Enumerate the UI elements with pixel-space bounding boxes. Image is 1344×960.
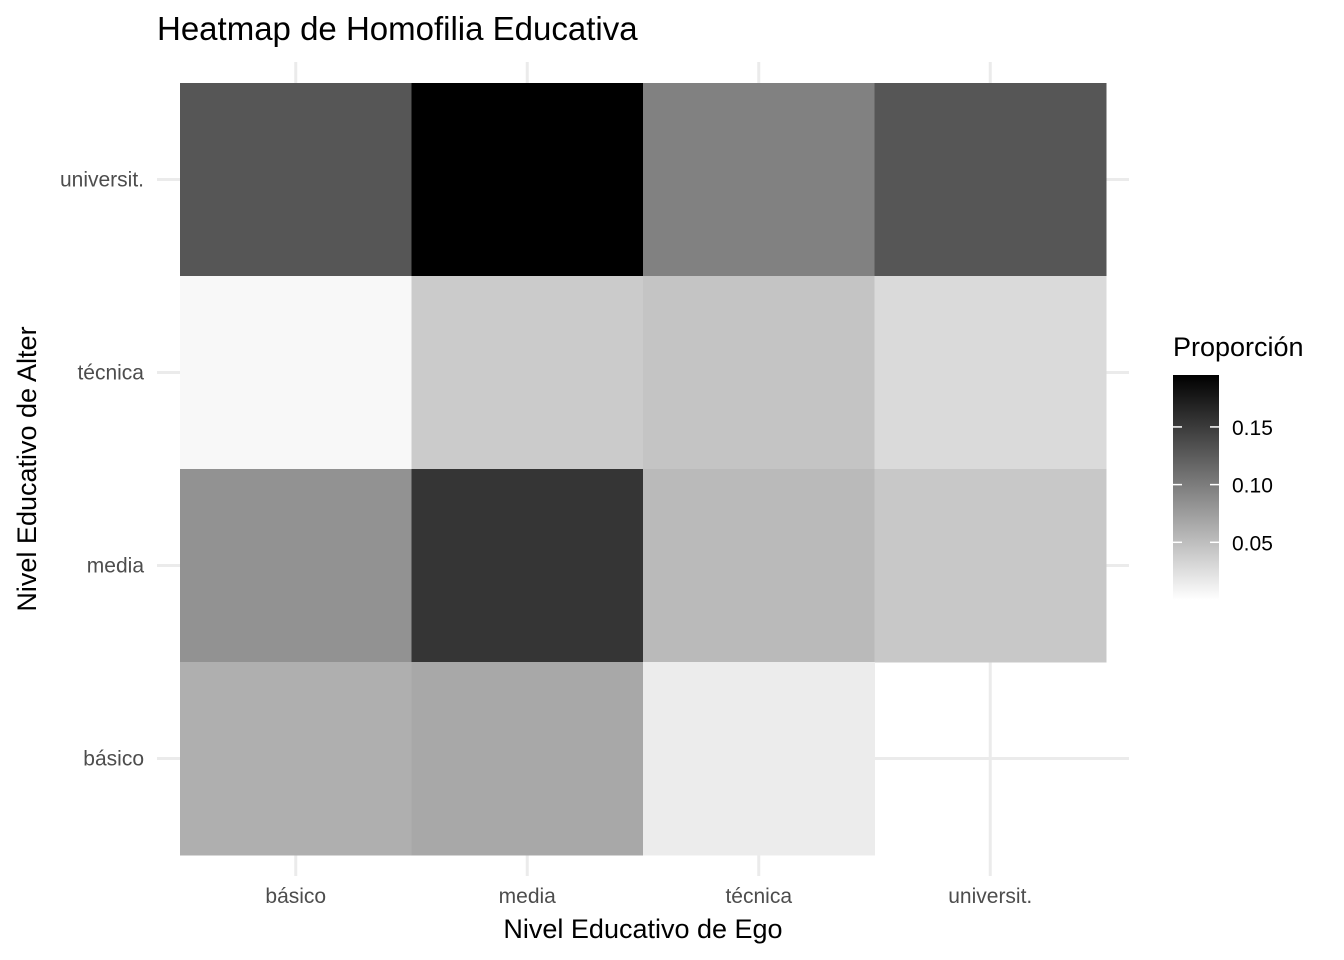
heatmap-cell xyxy=(411,83,644,277)
y-tick-label: media xyxy=(87,555,145,578)
x-axis-title: Nivel Educativo de Ego xyxy=(503,914,782,944)
y-tick-label: universit. xyxy=(60,169,144,192)
legend-tick-label: 0.15 xyxy=(1232,417,1273,440)
chart-title: Heatmap de Homofilia Educativa xyxy=(157,10,638,47)
heatmap-cell xyxy=(643,276,875,470)
heatmap-cells xyxy=(180,83,1107,856)
heatmap-cell xyxy=(643,469,875,663)
legend-ticks: 0.05 0.10 0.15 xyxy=(1173,417,1273,555)
heatmap-cell xyxy=(411,276,644,470)
heatmap-cell xyxy=(180,469,412,663)
x-tick-label: básico xyxy=(265,885,326,908)
y-axis-ticks: básico media técnica universit. xyxy=(60,169,144,771)
x-tick-label: técnica xyxy=(725,885,792,908)
y-tick-label: técnica xyxy=(77,362,144,385)
heatmap-cell xyxy=(874,469,1107,663)
heatmap-cell xyxy=(874,83,1107,277)
x-tick-label: media xyxy=(499,885,557,908)
heatmap-cell xyxy=(180,276,412,470)
heatmap-cell xyxy=(180,662,412,856)
legend-tick-label: 0.05 xyxy=(1232,532,1273,555)
legend-tick-label: 0.10 xyxy=(1232,475,1273,498)
x-axis-ticks: básico media técnica universit. xyxy=(265,885,1032,908)
x-tick-label: universit. xyxy=(948,885,1032,908)
legend: Proporción 0.05 0.10 0.15 xyxy=(1173,332,1304,600)
heatmap-cell xyxy=(411,469,644,663)
y-axis-title: Nivel Educativo de Alter xyxy=(12,326,42,611)
heatmap-cell xyxy=(874,276,1107,470)
heatmap-cell xyxy=(643,662,875,856)
legend-title: Proporción xyxy=(1173,332,1304,362)
heatmap-cell xyxy=(411,662,644,856)
legend-colorbar xyxy=(1173,375,1219,600)
heatmap-cell xyxy=(643,83,875,277)
heatmap-cell xyxy=(180,83,412,277)
y-tick-label: básico xyxy=(83,748,144,771)
